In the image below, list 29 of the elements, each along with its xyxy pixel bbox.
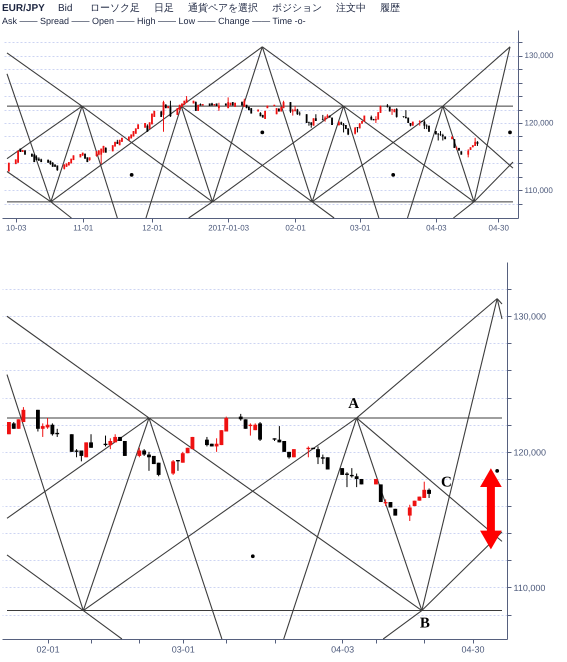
x-tick-label: 2017-01-03 <box>208 224 250 232</box>
text: Bid <box>58 3 72 14</box>
x-tick-label: 02-01 <box>285 224 306 232</box>
x-tick-label: 03-01 <box>350 224 371 232</box>
text: 通貨ペアを選択 <box>188 2 258 14</box>
text: 履歴 <box>380 3 400 14</box>
text: 日足 <box>154 3 174 14</box>
x-tick-label: 02-01 <box>36 644 60 654</box>
x-tick-label: 03-01 <box>172 644 195 654</box>
y-tick-label: 110,000 <box>514 582 546 593</box>
y-tick-label: 110,000 <box>524 186 554 195</box>
x-tick-label: 04-30 <box>462 644 485 654</box>
y-tick-label: 130,000 <box>524 51 554 60</box>
x-tick-label: 04-03 <box>331 644 354 654</box>
x-tick-label: 04-30 <box>488 224 510 232</box>
annotation: B <box>420 616 430 632</box>
x-tick-label: 11-01 <box>73 224 94 232</box>
chart-title: EUR/JPY <box>2 3 46 14</box>
x-tick-label: 04-03 <box>426 224 448 232</box>
annotation: C <box>440 474 452 491</box>
y-tick-label: 120,000 <box>514 447 546 458</box>
text: ポジション <box>272 3 322 14</box>
chart-subtitle: Ask —— Spread —— Open —— High —— Low —— Change —— Time -o- <box>2 16 306 26</box>
x-tick-label: 10-03 <box>6 224 28 232</box>
y-tick-label: 130,000 <box>514 312 546 322</box>
x-tick-label: 12-01 <box>142 224 164 232</box>
y-tick-label: 120,000 <box>524 118 554 128</box>
text: ローソク足 <box>90 3 140 14</box>
text: 注文中 <box>336 2 366 14</box>
